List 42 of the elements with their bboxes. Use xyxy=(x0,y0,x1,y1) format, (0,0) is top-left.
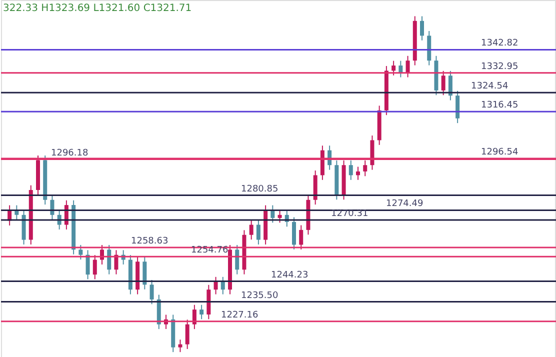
ref-line-label: 1244.23 xyxy=(271,270,308,280)
annotation: 322.33 H1323.69 L1321.60 C1321.71 xyxy=(3,3,192,14)
ref-line-label: 1324.54 xyxy=(471,82,508,92)
candlestick xyxy=(142,256,147,290)
candlestick xyxy=(278,210,282,224)
ref-line-label: 1332.95 xyxy=(481,62,518,72)
candlestick xyxy=(86,250,90,280)
candlestick xyxy=(150,279,154,305)
candlestick xyxy=(448,70,452,101)
candlestick xyxy=(178,339,182,353)
candlestick xyxy=(420,16,424,41)
ref-line-label: 1316.45 xyxy=(481,100,518,111)
candlestick xyxy=(398,60,403,78)
candlestick xyxy=(348,160,353,180)
ref-line-label: 1342.82 xyxy=(481,38,518,49)
ref-line-label: 1270.31 xyxy=(331,209,368,220)
candlestick xyxy=(406,55,410,78)
candlestick xyxy=(363,160,368,177)
candlestick xyxy=(185,319,190,350)
candlestick xyxy=(78,244,83,260)
ref-line-label: 1296.18 xyxy=(51,148,88,158)
ref-line-label: 1254.76 xyxy=(191,246,228,256)
candlestick xyxy=(220,276,225,295)
candlestick xyxy=(249,220,254,240)
candlestick xyxy=(256,220,260,245)
candlestick xyxy=(200,304,204,320)
candlestick xyxy=(235,244,240,275)
candlestick xyxy=(441,70,446,96)
ref-line-label: 1258.63 xyxy=(131,236,168,246)
ref-line-label: 1235.50 xyxy=(241,290,278,301)
candlestick xyxy=(214,276,218,295)
candlestick xyxy=(107,244,112,275)
ref-line-label: 1227.16 xyxy=(221,310,258,320)
candlestick xyxy=(292,216,296,250)
candlestick xyxy=(356,166,360,180)
ref-line-label: 1296.54 xyxy=(481,147,518,158)
candlestick xyxy=(392,60,396,76)
candlestick xyxy=(299,224,304,250)
ref-line-label: 1274.49 xyxy=(386,199,424,210)
candlestick xyxy=(456,90,460,124)
candlestick xyxy=(92,254,97,280)
ref-line-label: 1280.85 xyxy=(241,184,278,194)
